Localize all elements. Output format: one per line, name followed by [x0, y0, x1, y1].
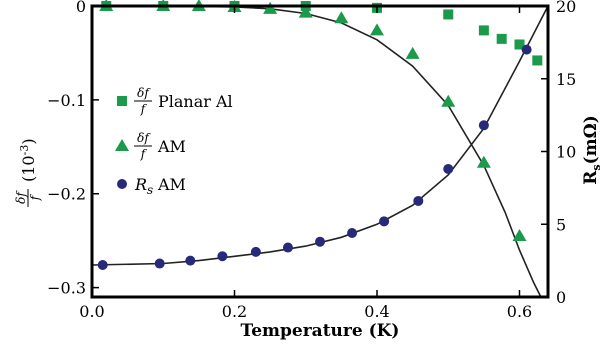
data-point-circle	[97, 259, 108, 270]
legend-entry-2: δf f AM	[115, 131, 186, 161]
data-point-triangle	[263, 1, 278, 14]
y-left-frac-num: δf	[14, 190, 28, 204]
data-point-square	[478, 25, 489, 36]
x-axis-label: Temperature (K)	[241, 321, 400, 341]
y-right-sub: s	[590, 164, 603, 170]
series-layer	[91, 0, 549, 298]
y-right-tick-label: 20	[556, 0, 576, 16]
fit-curve-right	[91, 5, 549, 266]
y-right-tick-label: 5	[556, 215, 566, 234]
data-point-square	[443, 9, 454, 20]
legend-frac-num: δf	[137, 131, 151, 145]
svg-text:Rs(mΩ): Rs(mΩ)	[581, 115, 603, 185]
y-axis-label-left: δf f (10-3)	[14, 138, 42, 207]
x-tick-label: 0.2	[222, 302, 247, 321]
data-point-circle	[443, 163, 454, 174]
data-point-triangle	[476, 155, 491, 168]
ticks-layer: 0.0 0.2 0.4 0.6 0 −0.1 −0.2 −0.3 0 5 10 15 20	[47, 0, 576, 321]
legend-symbol: R	[134, 175, 147, 194]
y-left-tick-label: 0	[76, 0, 86, 16]
legend-label: AM	[157, 137, 186, 156]
data-point-triangle	[298, 5, 313, 18]
data-point-circle	[379, 216, 390, 227]
y-right-tick-label: 15	[556, 70, 576, 89]
data-point-circle	[315, 236, 325, 247]
data-point-square	[514, 39, 525, 50]
data-point-circle	[521, 44, 532, 55]
y-right-unit: (mΩ)	[581, 115, 601, 164]
legend-frac-num: δf	[137, 86, 151, 100]
y-left-unit: (10-3)	[18, 138, 38, 182]
y-left-tick-label: −0.3	[47, 279, 86, 298]
data-point-triangle	[370, 23, 384, 36]
data-point-triangle	[334, 11, 349, 24]
legend-label: AM	[157, 175, 186, 194]
y-right-tick-label: 0	[556, 288, 566, 307]
legend-marker-triangle	[115, 139, 129, 151]
legend-marker-square	[117, 96, 127, 106]
data-point-circle	[413, 195, 424, 206]
legend-label: Planar Al	[158, 92, 233, 111]
y-right-tick-label: 10	[556, 143, 576, 162]
data-point-circle	[250, 246, 261, 257]
data-point-circle	[217, 251, 228, 262]
x-tick-label: 0.0	[79, 302, 104, 321]
data-point-triangle	[405, 46, 420, 59]
data-point-square	[496, 33, 507, 44]
y-left-tick-label: −0.1	[47, 91, 86, 110]
data-point-circle	[347, 227, 358, 238]
x-tick-label: 0.4	[364, 302, 389, 321]
data-point-triangle	[512, 228, 527, 241]
data-point-circle	[478, 120, 489, 131]
data-point-circle	[154, 258, 165, 269]
y-axis-label-right: Rs(mΩ)	[581, 115, 603, 185]
legend-frac-den: f	[140, 147, 148, 161]
y-left-tick-label: −0.2	[47, 185, 86, 204]
data-point-triangle	[441, 94, 456, 107]
x-tick-label: 0.6	[507, 302, 532, 321]
legend-frac-den: f	[140, 102, 148, 116]
y-right-main: R	[581, 170, 601, 185]
y-left-frac-den: f	[28, 193, 42, 201]
data-point-circle	[282, 242, 293, 253]
legend-symbol-sub: s	[147, 183, 153, 197]
data-point-square	[532, 55, 543, 66]
legend-entry-1: δf f Planar Al	[117, 86, 233, 116]
legend: δf f Planar Al δf f AM R s AM	[115, 86, 233, 197]
legend-marker-circle	[117, 179, 127, 189]
data-point-circle	[185, 255, 196, 266]
